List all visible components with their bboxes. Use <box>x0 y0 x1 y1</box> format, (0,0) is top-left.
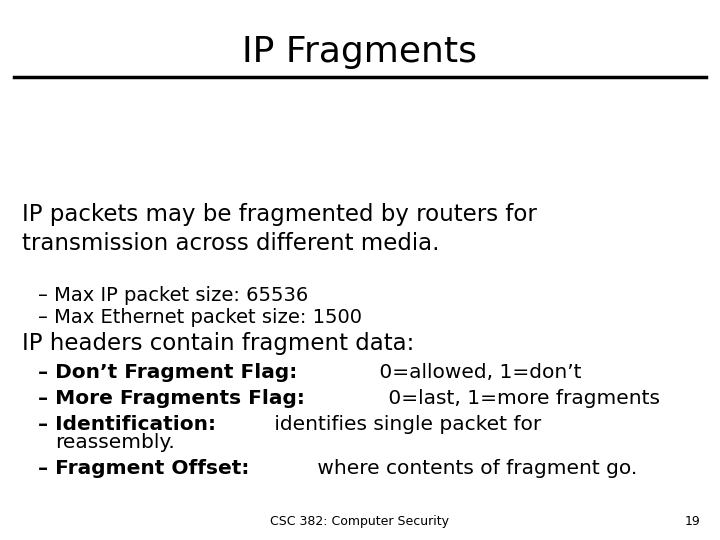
Text: CSC 382: Computer Security: CSC 382: Computer Security <box>271 515 449 528</box>
Text: IP headers contain fragment data:: IP headers contain fragment data: <box>22 332 414 355</box>
Text: – Max IP packet size: 65536: – Max IP packet size: 65536 <box>38 286 308 305</box>
Text: IP packets may be fragmented by routers for
transmission across different media.: IP packets may be fragmented by routers … <box>22 202 537 255</box>
Text: – Max Ethernet packet size: 1500: – Max Ethernet packet size: 1500 <box>38 308 362 327</box>
Text: – Identification:: – Identification: <box>38 415 216 434</box>
Text: IP Fragments: IP Fragments <box>243 35 477 69</box>
Text: 0=last, 1=more fragments: 0=last, 1=more fragments <box>382 389 660 408</box>
Text: 0=allowed, 1=don’t: 0=allowed, 1=don’t <box>372 363 581 382</box>
Text: – Don’t Fragment Flag:: – Don’t Fragment Flag: <box>38 363 297 382</box>
Text: – Fragment Offset:: – Fragment Offset: <box>38 459 249 478</box>
Text: reassembly.: reassembly. <box>55 433 175 452</box>
Text: where contents of fragment go.: where contents of fragment go. <box>311 459 637 478</box>
Text: 19: 19 <box>684 515 700 528</box>
Text: identifies single packet for: identifies single packet for <box>268 415 541 434</box>
Text: – More Fragments Flag:: – More Fragments Flag: <box>38 389 305 408</box>
